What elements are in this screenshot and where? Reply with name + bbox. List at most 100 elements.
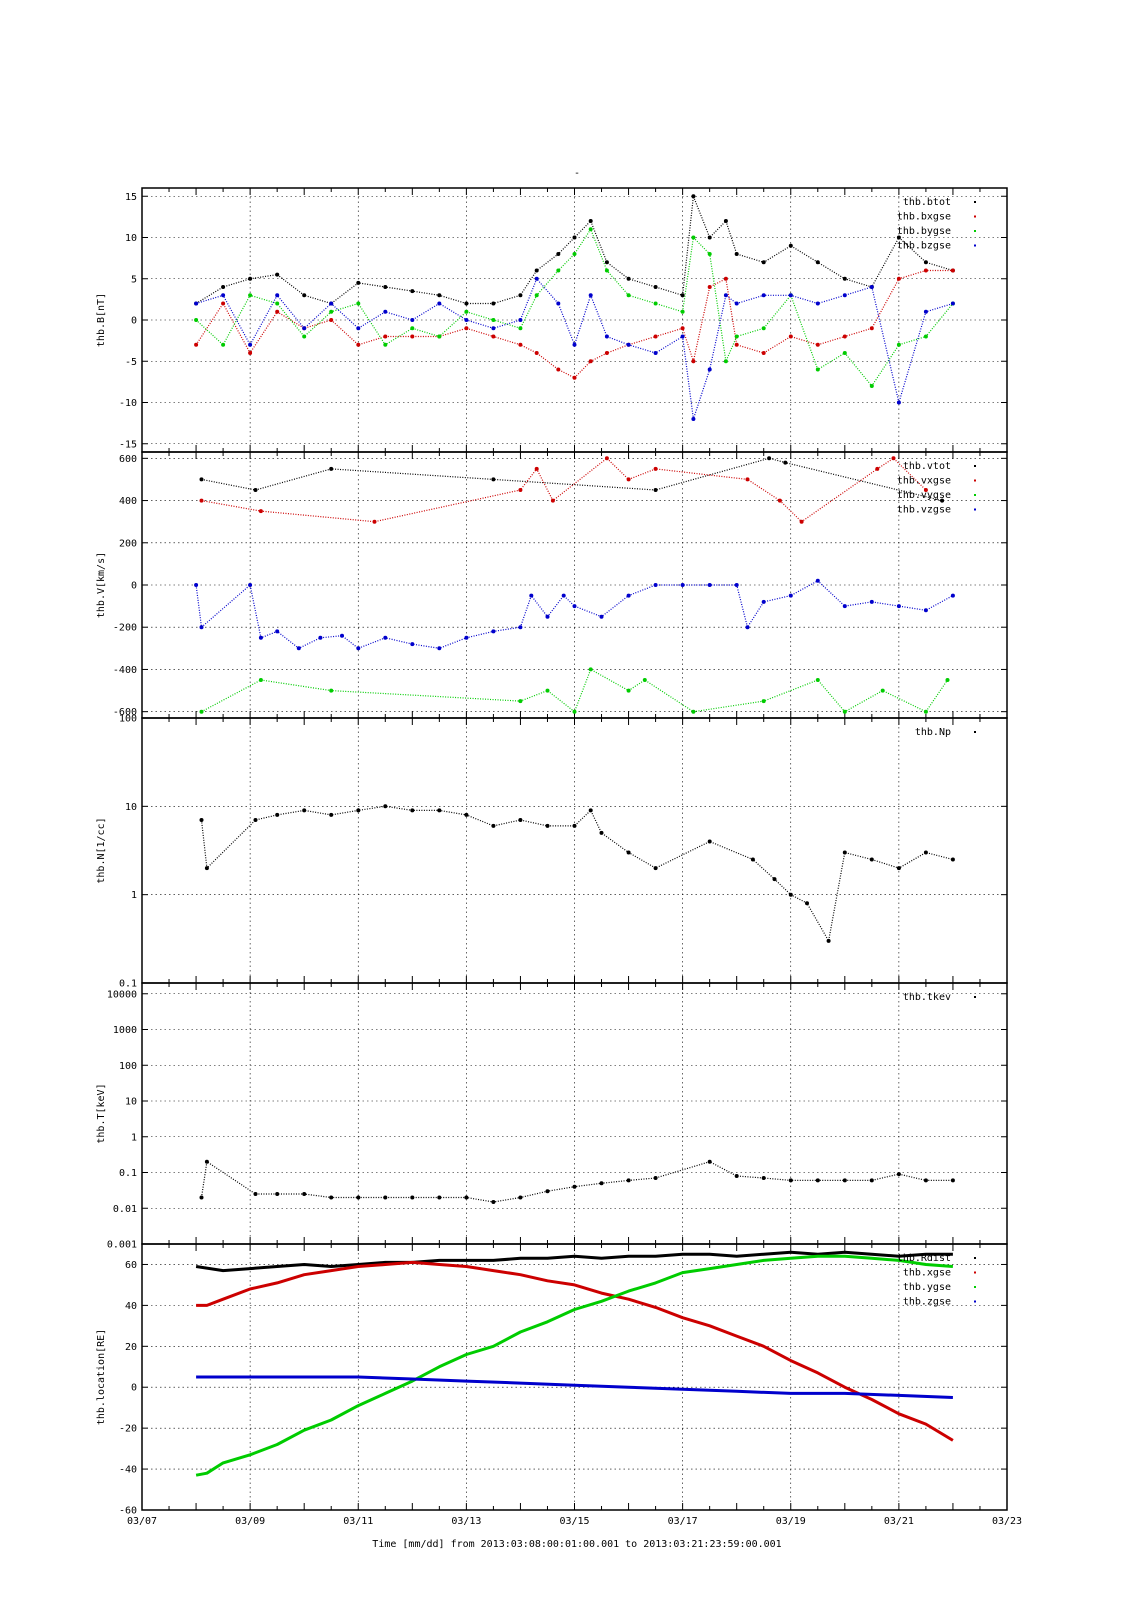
data-point — [653, 488, 658, 492]
data-point — [588, 219, 593, 223]
data-point — [491, 1200, 496, 1204]
data-point — [869, 857, 874, 862]
data-point — [842, 276, 847, 281]
data-point — [950, 857, 955, 862]
data-point — [842, 709, 847, 714]
data-point — [691, 417, 696, 421]
data-point — [248, 342, 253, 347]
x-tick-label: 03/07 — [127, 1516, 157, 1527]
data-point — [302, 326, 307, 331]
data-point — [199, 818, 204, 822]
legend-label: thb.Rdist — [897, 1253, 951, 1264]
data-point — [891, 456, 896, 461]
y-tick-label: 10 — [125, 1097, 137, 1108]
data-point — [707, 235, 712, 240]
x-axis-label: Time [mm/dd] from 2013:03:08:00:01:00.00… — [372, 1539, 781, 1550]
data-point — [572, 823, 577, 828]
data-point — [604, 334, 609, 339]
data-point — [199, 1195, 204, 1200]
data-point — [383, 309, 388, 314]
legend-label: thb.vygse — [897, 490, 951, 501]
data-point — [777, 498, 782, 503]
data-point — [869, 326, 874, 331]
legend-label: thb.xgse — [903, 1268, 951, 1279]
data-point — [945, 678, 950, 682]
legend-label: thb.tkev — [903, 992, 951, 1003]
data-point — [491, 318, 496, 322]
data-point — [723, 276, 728, 281]
data-point — [588, 667, 593, 672]
data-point — [545, 823, 550, 828]
data-point — [329, 688, 334, 693]
data-point — [815, 301, 820, 306]
data-point — [545, 614, 550, 619]
data-point — [410, 318, 415, 322]
legend-marker — [974, 1257, 976, 1259]
data-point — [410, 334, 415, 339]
data-point — [356, 1195, 361, 1200]
data-point — [788, 334, 793, 339]
data-point — [680, 326, 685, 331]
legend-label: thb.btot — [903, 197, 951, 208]
y-tick-label: 5 — [131, 274, 137, 285]
x-tick-label: 03/11 — [343, 1516, 373, 1527]
data-point — [302, 293, 307, 298]
data-point — [199, 625, 204, 630]
data-point — [221, 342, 226, 347]
series-trace — [200, 805, 954, 943]
y-tick-label: -20 — [119, 1424, 137, 1435]
data-point — [923, 334, 928, 339]
data-point — [626, 276, 631, 281]
data-point — [923, 488, 928, 492]
series-trace — [201, 668, 948, 713]
data-point — [518, 293, 523, 298]
data-point — [204, 866, 209, 871]
data-point — [653, 466, 658, 471]
y-tick-label: 0 — [131, 1383, 137, 1394]
data-point — [815, 1178, 820, 1183]
data-point — [761, 326, 766, 331]
data-point — [383, 285, 388, 289]
legend-label: thb.vzgse — [897, 505, 951, 516]
legend-marker — [974, 1300, 976, 1303]
data-point — [534, 293, 539, 298]
data-point — [767, 456, 772, 461]
data-point — [383, 334, 388, 339]
y-tick-label: 10 — [125, 802, 137, 813]
data-point — [329, 309, 334, 314]
series-trace — [200, 1160, 953, 1203]
data-point — [815, 342, 820, 347]
data-point — [248, 351, 253, 355]
data-point — [604, 456, 609, 461]
data-point — [410, 642, 415, 647]
data-point — [534, 466, 539, 471]
data-point — [896, 342, 901, 347]
data-point — [356, 280, 361, 285]
data-point — [626, 477, 631, 482]
y-tick-label: 1 — [131, 890, 137, 901]
plot-frame — [141, 1243, 1008, 1511]
data-point — [734, 334, 739, 339]
data-point — [318, 635, 323, 640]
data-point — [842, 351, 847, 355]
data-point — [799, 519, 804, 524]
data-point — [329, 301, 334, 306]
series-line — [195, 1254, 954, 1477]
data-point — [491, 629, 496, 634]
data-point — [199, 498, 204, 503]
data-point — [707, 285, 712, 289]
data-point — [761, 699, 766, 704]
y-tick-label: 0.1 — [119, 979, 137, 990]
data-point — [604, 351, 609, 355]
data-point — [880, 688, 885, 693]
data-point — [875, 466, 880, 471]
data-point — [275, 812, 280, 817]
data-point — [221, 285, 226, 289]
data-point — [842, 293, 847, 298]
data-point — [805, 901, 809, 906]
data-point — [437, 293, 442, 298]
data-point — [464, 318, 469, 322]
data-point — [275, 1192, 280, 1196]
data-point — [869, 384, 874, 388]
data-point — [940, 498, 945, 503]
